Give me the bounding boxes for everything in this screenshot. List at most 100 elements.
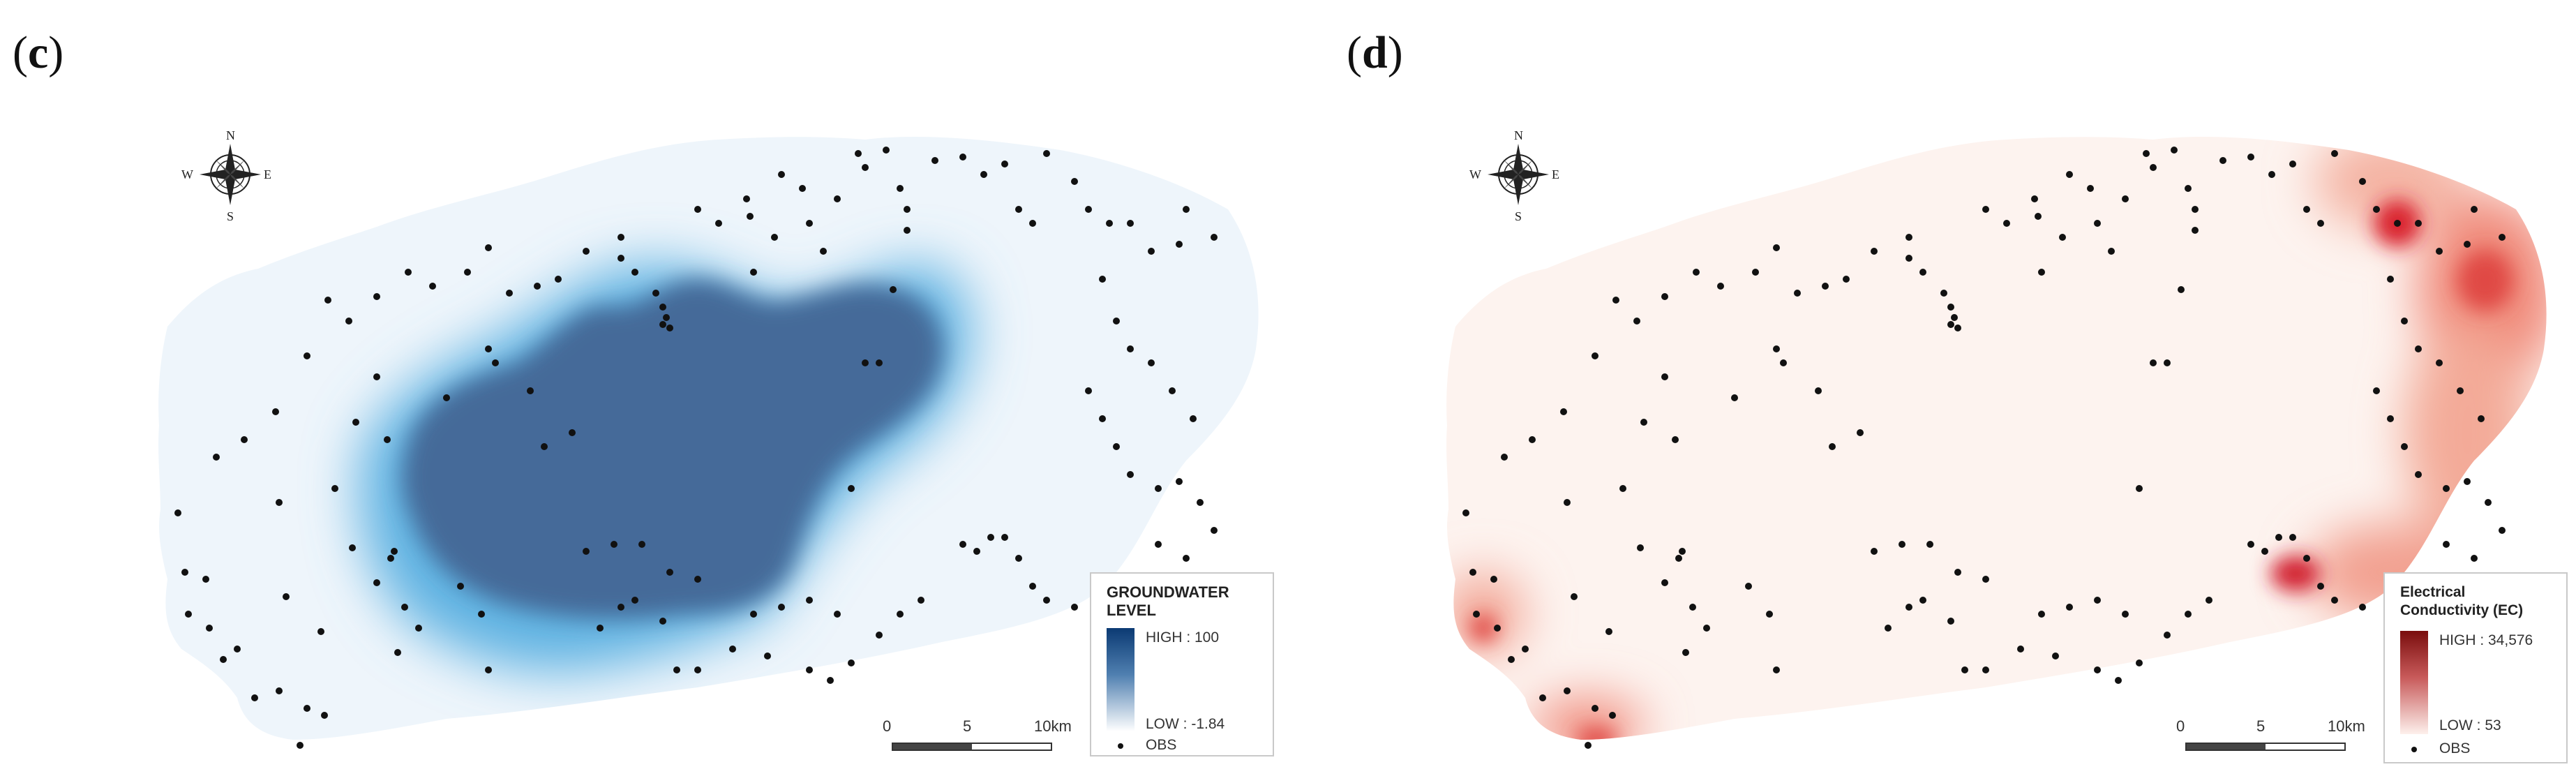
obs-point <box>2317 583 2324 590</box>
obs-point <box>220 656 227 663</box>
obs-point <box>631 597 638 604</box>
obs-point <box>234 646 241 652</box>
obs-point <box>666 569 673 576</box>
obs-point <box>206 625 213 632</box>
obs-point <box>345 318 352 325</box>
obs-point <box>2373 206 2380 213</box>
obs-point <box>1675 555 1682 562</box>
obs-point <box>663 314 670 321</box>
obs-point <box>1592 705 1598 712</box>
obs-point <box>405 269 412 276</box>
obs-point <box>2038 269 2045 276</box>
obs-point <box>2052 652 2059 659</box>
obs-point <box>2164 632 2171 639</box>
obs-point <box>276 687 283 694</box>
obs-point <box>457 583 464 590</box>
obs-point <box>1211 234 1218 241</box>
obs-point <box>617 234 624 241</box>
obs-point <box>611 541 617 548</box>
obs-point <box>904 206 911 213</box>
obs-point <box>1085 206 1092 213</box>
obs-point <box>1539 694 1546 701</box>
obs-points-c <box>174 147 1218 749</box>
obs-point <box>1127 471 1134 478</box>
obs-point <box>1609 712 1616 719</box>
obs-point <box>1947 321 1954 328</box>
obs-point <box>349 544 356 551</box>
obs-point <box>373 293 380 300</box>
obs-point <box>883 147 890 154</box>
svg-text:E: E <box>1552 167 1559 181</box>
obs-point <box>401 604 408 611</box>
obs-point <box>747 213 754 220</box>
obs-point <box>2331 597 2338 604</box>
obs-point <box>415 625 422 632</box>
scale-tick-0-c: 0 <box>883 717 892 735</box>
obs-point <box>384 436 391 443</box>
obs-point <box>429 283 436 290</box>
obs-point <box>1961 666 1968 673</box>
obs-point <box>862 359 869 366</box>
compass-rose-c: N S E W <box>181 128 271 223</box>
obs-point <box>1794 290 1801 297</box>
obs-point <box>2289 161 2296 167</box>
obs-point <box>597 625 604 632</box>
obs-point <box>2303 555 2310 562</box>
panel-groundwater-level: (c) <box>13 27 1274 756</box>
core-layer-c <box>402 279 943 619</box>
obs-point <box>2471 206 2478 213</box>
obs-point <box>1501 454 1508 461</box>
groundwater-map: N S E W <box>158 128 1259 749</box>
svg-text:W: W <box>1469 167 1481 181</box>
obs-point <box>652 290 659 297</box>
obs-point <box>1843 276 1850 283</box>
obs-point <box>1871 548 1878 555</box>
obs-point <box>1679 548 1686 555</box>
obs-point <box>2206 597 2212 604</box>
svg-text:S: S <box>1515 209 1522 223</box>
obs-point <box>2122 611 2129 618</box>
obs-point <box>283 593 290 600</box>
obs-point <box>2150 359 2157 366</box>
obs-point <box>1661 579 1668 586</box>
obs-point <box>1982 666 1989 673</box>
obs-point <box>2436 359 2443 366</box>
obs-point <box>478 611 485 618</box>
scale-tick-10-c: 10km <box>1034 717 1072 735</box>
obs-point <box>1731 394 1738 401</box>
obs-point <box>174 509 181 516</box>
obs-point <box>1211 527 1218 534</box>
obs-point <box>2185 611 2192 618</box>
obs-point <box>2303 206 2310 213</box>
obs-point <box>1940 290 1947 297</box>
obs-point <box>2003 220 2010 227</box>
obs-point <box>2464 241 2471 248</box>
obs-point <box>202 576 209 583</box>
obs-point <box>485 666 492 673</box>
obs-point <box>1155 485 1162 492</box>
obs-point <box>2359 178 2366 185</box>
obs-point <box>1717 283 1724 290</box>
obs-point <box>617 604 624 611</box>
obs-point <box>959 154 966 161</box>
obs-point <box>1752 269 1759 276</box>
obs-point <box>1829 443 1836 450</box>
obs-point <box>876 359 883 366</box>
obs-point <box>304 705 310 712</box>
obs-point <box>1148 359 1155 366</box>
obs-point <box>1951 314 1958 321</box>
obs-point <box>2275 534 2282 541</box>
legend-title-d: Electrical Conductivity (EC) <box>2400 584 2524 618</box>
obs-point <box>1661 373 1668 380</box>
obs-point <box>251 694 258 701</box>
obs-point <box>2359 604 2366 611</box>
obs-point <box>2387 276 2394 283</box>
obs-point <box>1469 569 1476 576</box>
obs-point <box>750 611 757 618</box>
svg-text:N: N <box>226 128 235 142</box>
obs-point <box>980 171 987 178</box>
obs-point <box>1197 499 1204 506</box>
obs-point <box>1919 269 1926 276</box>
compass-rose-d: N S E W <box>1469 128 1559 223</box>
obs-point <box>297 742 304 749</box>
